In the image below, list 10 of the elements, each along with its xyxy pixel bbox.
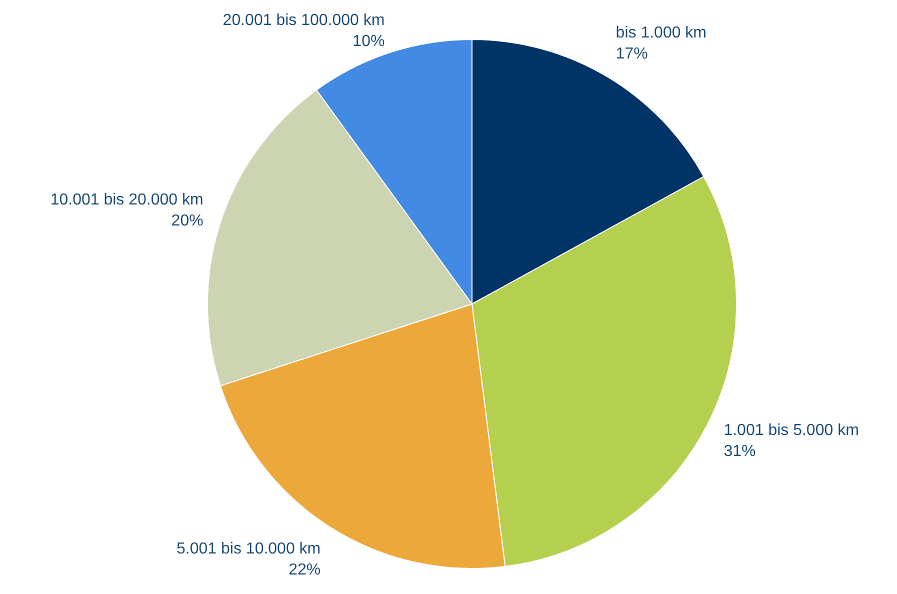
data-label: 10% (352, 32, 385, 50)
data-label: 20% (171, 212, 204, 230)
data-label: 17% (616, 46, 648, 63)
slice-label: 5.001 bis 10.000 km (176, 540, 321, 558)
data-label: 22% (288, 561, 321, 578)
data-label: 31% (724, 443, 756, 460)
slice-label: 1.001 bis 5.000 km (724, 422, 859, 440)
slice-label: bis 1.000 km (616, 24, 707, 42)
slice-label: 20.001 bis 100.000 km (222, 12, 385, 29)
slice-label: 10.001 bis 20.000 km (50, 191, 204, 208)
